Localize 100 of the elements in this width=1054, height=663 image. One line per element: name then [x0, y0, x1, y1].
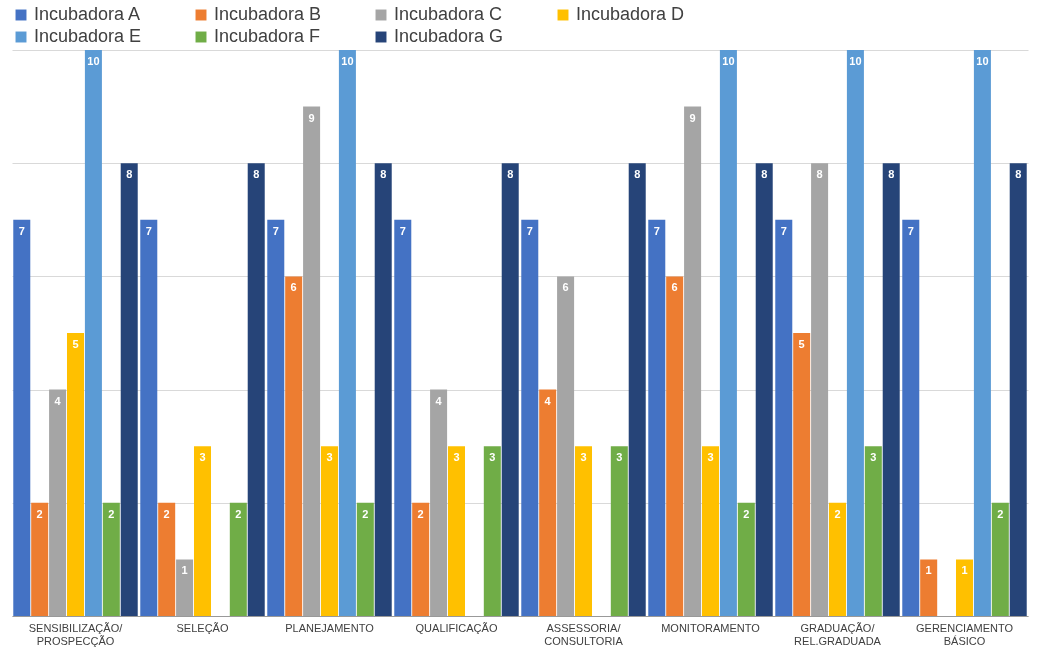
- bar: [920, 559, 938, 616]
- data-label: 2: [235, 507, 242, 520]
- data-label: 4: [435, 394, 443, 407]
- data-label: 10: [849, 55, 862, 67]
- bar: [666, 276, 684, 616]
- data-label: 8: [1015, 168, 1022, 181]
- bar: [828, 502, 847, 616]
- legend-label: Incubadora D: [576, 4, 685, 24]
- bar: [902, 219, 920, 616]
- bar: [374, 163, 392, 616]
- data-label: 6: [671, 281, 678, 294]
- bar: [737, 502, 755, 616]
- bar: [338, 50, 356, 616]
- data-label: 7: [780, 224, 787, 237]
- bar: [158, 502, 176, 616]
- legend-label: Incubadora E: [34, 26, 142, 46]
- bar: [955, 559, 974, 616]
- data-label: 4: [54, 394, 62, 407]
- legend-label: Incubadora F: [214, 26, 321, 46]
- data-label: 9: [689, 111, 696, 124]
- bar: [140, 219, 158, 616]
- data-label: 9: [308, 111, 315, 124]
- bar: [267, 219, 285, 616]
- legend-label: Incubadora A: [34, 4, 141, 24]
- data-label: 3: [199, 451, 206, 464]
- data-label: 1: [961, 564, 968, 577]
- data-label: 2: [163, 507, 170, 520]
- bar: [31, 502, 49, 616]
- bar: [701, 446, 720, 616]
- bar: [394, 219, 412, 616]
- data-label: 7: [272, 224, 279, 237]
- bar: [447, 446, 466, 616]
- data-label: 7: [18, 224, 25, 237]
- bar: [483, 446, 501, 616]
- bar: [628, 163, 646, 616]
- data-label: 4: [544, 394, 552, 407]
- bar: [973, 50, 991, 616]
- data-label: 2: [997, 507, 1004, 520]
- bar: [521, 219, 539, 616]
- data-label: 10: [976, 55, 989, 67]
- x-tick-label: MONITORAMENTO: [661, 621, 761, 634]
- data-label: 7: [526, 224, 533, 237]
- x-tick-label: PLANEJAMENTO: [285, 621, 375, 634]
- data-label: 6: [290, 281, 297, 294]
- bar: [320, 446, 339, 616]
- bar: [356, 502, 374, 616]
- data-label: 3: [453, 451, 460, 464]
- data-label: 3: [616, 451, 623, 464]
- data-label: 3: [326, 451, 333, 464]
- data-label: 1: [925, 564, 932, 577]
- bar: [247, 163, 265, 616]
- bar: [412, 502, 430, 616]
- bar: [120, 163, 138, 616]
- x-tick-label: QUALIFICAÇÃO: [415, 621, 498, 634]
- data-label: 7: [907, 224, 914, 237]
- data-label: 8: [507, 168, 514, 181]
- bar: [193, 446, 212, 616]
- bar: [719, 50, 737, 616]
- data-label: 8: [816, 168, 823, 181]
- bar: [229, 502, 247, 616]
- bar: [539, 389, 557, 616]
- bar: [13, 219, 31, 616]
- data-label: 8: [634, 168, 641, 181]
- data-label: 10: [87, 55, 100, 67]
- data-label: 3: [580, 451, 587, 464]
- bar: [501, 163, 519, 616]
- data-label: 3: [707, 451, 714, 464]
- x-tick-label: GRADUAÇÃO/REL.GRADUADA: [794, 621, 882, 647]
- data-label: 7: [653, 224, 660, 237]
- bar: [882, 163, 900, 616]
- x-tick-label: SELEÇÃO: [176, 621, 229, 634]
- data-label: 6: [562, 281, 569, 294]
- data-label: 3: [489, 451, 496, 464]
- data-label: 2: [362, 507, 369, 520]
- data-label: 8: [126, 168, 133, 181]
- data-label: 3: [870, 451, 877, 464]
- data-label: 8: [888, 168, 895, 181]
- data-label: 8: [761, 168, 768, 181]
- data-label: 7: [399, 224, 406, 237]
- data-label: 5: [72, 338, 79, 350]
- data-label: 8: [380, 168, 387, 181]
- data-label: 2: [834, 507, 841, 520]
- legend-label: Incubadora G: [394, 26, 504, 46]
- bar: [991, 502, 1009, 616]
- bar: [285, 276, 303, 616]
- legend-label: Incubadora C: [394, 4, 503, 24]
- data-label: 7: [145, 224, 152, 237]
- data-label: 2: [417, 507, 424, 520]
- data-label: 1: [181, 564, 188, 577]
- legend-label: Incubadora B: [214, 4, 322, 24]
- bar: [1009, 163, 1027, 616]
- bar: [793, 333, 811, 616]
- data-label: 2: [743, 507, 750, 520]
- data-label: 2: [36, 507, 43, 520]
- x-tick-label: SENSIBILIZAÇÃO/PROSPECÇÃO: [28, 621, 124, 647]
- bar: [864, 446, 882, 616]
- bar: [102, 502, 120, 616]
- x-tick-label: ASSESSORIA/CONSULTORIA: [544, 621, 624, 647]
- data-label: 5: [798, 338, 805, 350]
- bar: [84, 50, 102, 616]
